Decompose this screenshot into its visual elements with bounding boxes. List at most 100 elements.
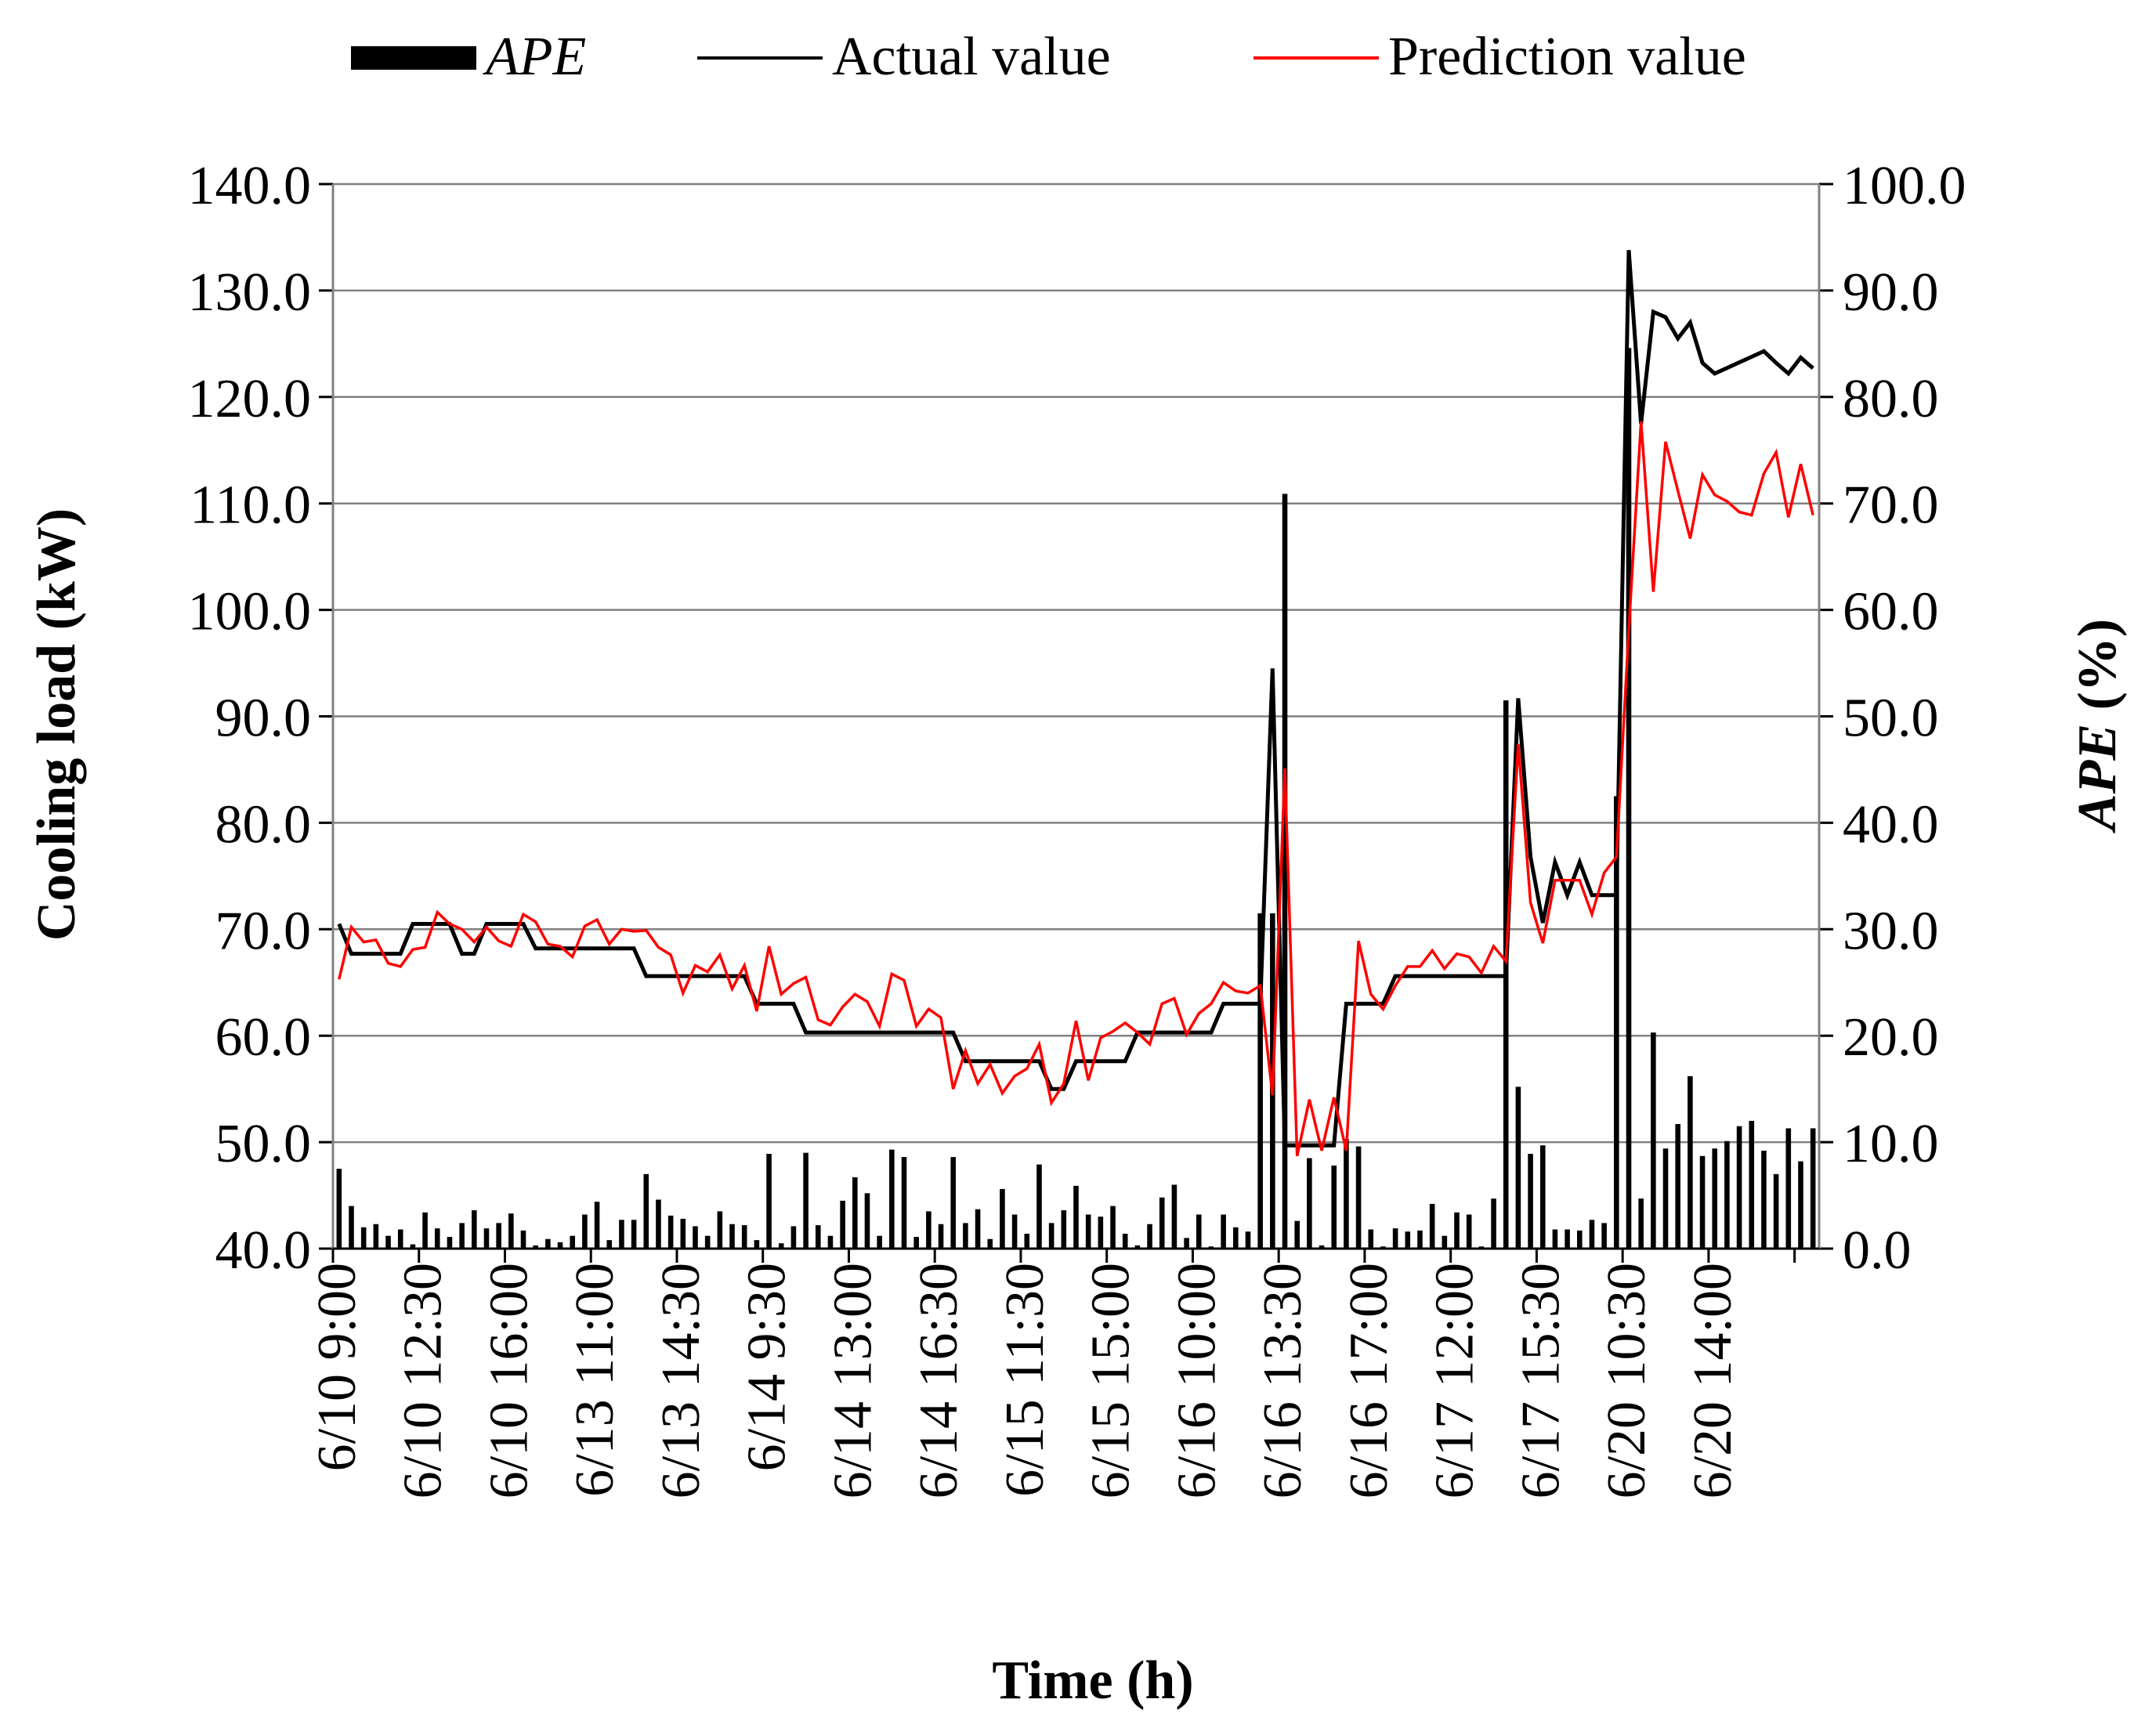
ape-bar [1466,1214,1472,1249]
ape-bar [496,1223,501,1249]
ape-bar [1491,1198,1496,1249]
ape-bar [1245,1231,1251,1249]
ape-bar [1000,1188,1005,1249]
ape-bar [1810,1128,1816,1249]
ape-bar [717,1211,723,1249]
ape-bar [1429,1203,1435,1249]
y-right-tick-label: 80.0 [1843,369,1939,429]
ape-bar [1724,1141,1730,1249]
ape-bar [778,1243,784,1249]
legend-ape-label: APE [483,27,586,87]
ape-bar [434,1228,440,1249]
ape-bar [1257,913,1263,1249]
ape-bar [877,1235,882,1249]
ape-bar [963,1223,968,1249]
ape-bar [729,1224,735,1249]
x-axis-title: Time (h) [992,1650,1193,1711]
ape-bar [1011,1214,1018,1249]
ape-bar [741,1225,747,1249]
ape-bar [840,1200,845,1249]
ape-bar [1442,1235,1448,1249]
ape-bar [483,1228,490,1249]
ape-bar [422,1212,428,1249]
ape-bar [766,1154,772,1249]
ape-bar [349,1206,354,1249]
ape-bar [594,1202,600,1249]
y-left-tick-label: 110.0 [190,475,311,536]
ape-bar [373,1224,379,1249]
ape-bar [913,1237,919,1249]
ape-bar [1110,1206,1116,1249]
ape-bar [754,1240,760,1249]
x-tick-label: 6/16 10:00 [1167,1263,1227,1498]
ape-bar [1589,1220,1595,1249]
legend-prediction-label: Prediction value [1388,27,1746,87]
y-right-tick-label: 100.0 [1843,156,1966,216]
y-left-tick-label: 60.0 [215,1007,312,1068]
x-tick-label: 6/10 9:00 [307,1263,367,1471]
x-tick-label: 6/15 15:00 [1081,1263,1141,1498]
prediction-value-line [338,421,1814,1157]
ape-bar [1171,1184,1177,1249]
ape-bar [520,1230,526,1249]
x-tick-label: 6/10 16:00 [479,1263,540,1498]
ape-bar [1122,1233,1128,1249]
ape-bar [1539,1145,1546,1249]
ape-bar [1147,1224,1152,1249]
series-lines [337,250,1814,1157]
tick-labels: 40.0 50.0 60.0 70.0 80.0 90.0 100.0 110.0 120.0 1… [188,156,1966,1498]
ape-bar [1454,1212,1460,1249]
x-tick-label: 6/17 15:30 [1510,1263,1571,1498]
legend-actual-label: Actual value [832,27,1111,87]
ape-bar [1184,1238,1189,1249]
ape-bar [1601,1223,1607,1249]
ape-bar [582,1214,588,1249]
ape-bar [570,1235,576,1249]
ape-bar [1576,1230,1583,1249]
ape-bar [508,1213,514,1249]
y-left-tick-label: 90.0 [215,689,312,749]
ape-bar [1085,1214,1091,1249]
ape-bar [680,1218,686,1249]
ape-bar [643,1173,649,1249]
x-tick-label: 6/14 9:30 [737,1263,798,1471]
y-right-tick-label: 20.0 [1843,1007,1939,1068]
ape-bar [864,1193,870,1249]
y-axis-left-title: Cooling load (kW) [27,508,87,941]
ape-bar [1798,1161,1803,1249]
ape-bar [1392,1228,1398,1249]
y-left-tick-label: 140.0 [188,156,312,216]
ape-bar [459,1223,465,1249]
ape-bar [1712,1148,1718,1249]
ape-bar [1355,1146,1362,1249]
ape-bar [631,1220,637,1249]
ape-bar [803,1152,808,1249]
ape-bar [619,1220,624,1249]
ape-bar [827,1235,834,1249]
y-left-tick-label: 100.0 [188,582,312,642]
ape-bar [1736,1126,1742,1249]
x-tick-label: 6/17 12:00 [1425,1263,1485,1498]
ape-bar [987,1238,993,1249]
ape-bar [447,1237,453,1249]
ape-bar [1036,1164,1042,1249]
y-left-tick-label: 40.0 [215,1220,312,1281]
y-right-tick-label: 90.0 [1843,262,1939,323]
ape-bar [1761,1150,1767,1249]
ape-bar [1688,1075,1693,1249]
ape-bar [938,1224,944,1249]
ape-bar [410,1244,416,1249]
y-axis-right-title: APE (%) [2067,619,2128,833]
ape-bar [533,1245,538,1249]
ape-bar [1233,1227,1239,1249]
y-right-tick-label: 10.0 [1843,1114,1939,1174]
ape-bar [557,1242,563,1249]
ape-bar [975,1209,981,1249]
ape-bar [926,1211,931,1249]
ape-bar [1565,1229,1570,1249]
ape-bar [693,1226,698,1249]
ape-bar [1773,1173,1779,1249]
x-tick-label: 6/16 13:30 [1253,1263,1313,1498]
ape-bar [704,1235,711,1249]
ape-bar [889,1149,895,1249]
